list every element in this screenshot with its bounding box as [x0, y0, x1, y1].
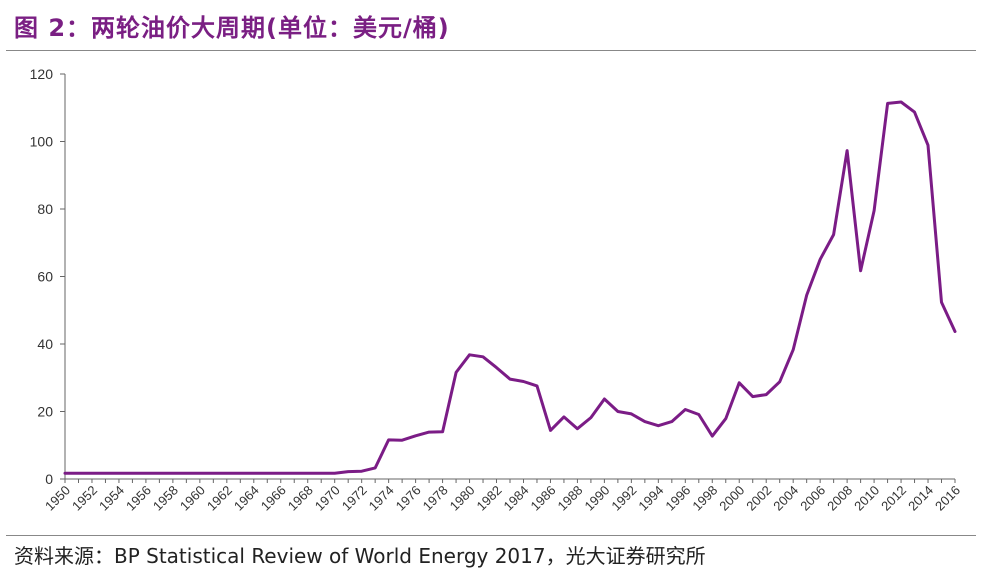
source-note: 资料来源：BP Statistical Review of World Ener… — [14, 544, 706, 568]
x-tick-label: 1992 — [608, 483, 639, 514]
x-tick-label: 2010 — [851, 483, 882, 514]
x-tick-label: 1978 — [420, 483, 451, 514]
title-divider — [6, 50, 976, 51]
x-tick-label: 2008 — [824, 483, 855, 514]
x-tick-label: 2006 — [797, 483, 828, 514]
x-tick-label: 1980 — [447, 483, 478, 514]
x-tick-label: 1954 — [96, 483, 127, 514]
x-tick-label: 1986 — [528, 483, 559, 514]
x-tick-label: 1962 — [204, 483, 235, 514]
x-tick-label: 1968 — [285, 483, 316, 514]
x-tick-label: 2004 — [770, 483, 801, 514]
x-tick-label: 1998 — [689, 483, 720, 514]
chart-title: 图 2：两轮油价大周期(单位：美元/桶) — [14, 14, 450, 42]
y-tick-label: 80 — [37, 201, 53, 217]
y-tick-label: 0 — [45, 471, 53, 487]
y-tick-label: 60 — [37, 269, 53, 285]
y-tick-label: 120 — [30, 66, 54, 82]
x-tick-label: 1974 — [366, 483, 397, 514]
x-tick-label: 1950 — [42, 483, 73, 514]
x-tick-label: 1976 — [393, 483, 424, 514]
x-tick-label: 1994 — [635, 483, 666, 514]
x-tick-label: 2000 — [716, 483, 747, 514]
x-tick-label: 1966 — [258, 483, 289, 514]
x-tick-label: 1956 — [123, 483, 154, 514]
x-tick-label: 1970 — [312, 483, 343, 514]
y-tick-label: 100 — [30, 134, 54, 150]
x-tick-label: 2016 — [932, 483, 963, 514]
x-tick-label: 1982 — [474, 483, 505, 514]
x-tick-label: 1984 — [501, 483, 532, 514]
x-tick-label: 2012 — [878, 483, 909, 514]
x-tick-label: 1960 — [177, 483, 208, 514]
x-tick-label: 2002 — [743, 483, 774, 514]
x-tick-label: 1988 — [554, 483, 585, 514]
x-tick-label: 2014 — [905, 483, 936, 514]
x-tick-label: 1964 — [231, 483, 262, 514]
footer-divider — [6, 535, 976, 536]
x-tick-label: 1952 — [69, 483, 100, 514]
y-tick-label: 40 — [37, 336, 53, 352]
x-tick-label: 1972 — [339, 483, 370, 514]
x-tick-label: 1990 — [581, 483, 612, 514]
x-tick-label: 1996 — [662, 483, 693, 514]
price-series-line — [63, 100, 957, 475]
oil-price-line-chart: 0204060801001201950195219541956195819601… — [30, 66, 963, 514]
y-tick-label: 20 — [37, 404, 53, 420]
x-tick-label: 1958 — [150, 483, 181, 514]
